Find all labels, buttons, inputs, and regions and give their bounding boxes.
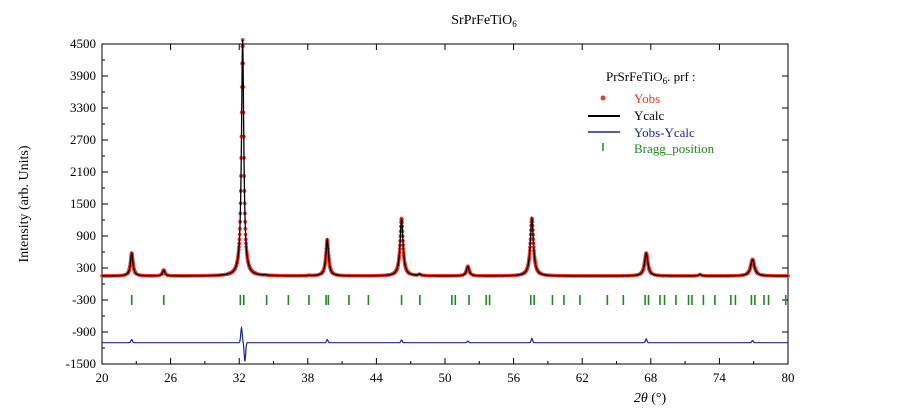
legend-title: PrSrFeTiO6. prf : bbox=[606, 69, 696, 86]
chart-title: SrPrFeTiO6 bbox=[451, 13, 517, 29]
y-tick-label: 2700 bbox=[70, 132, 96, 147]
y-tick-label: -300 bbox=[72, 292, 96, 307]
x-tick-label: 56 bbox=[507, 370, 521, 385]
y-tick-label: 300 bbox=[77, 260, 97, 275]
x-tick-label: 32 bbox=[233, 370, 246, 385]
y-tick-label: 2100 bbox=[70, 164, 96, 179]
x-tick-label: 38 bbox=[301, 370, 314, 385]
x-tick-label: 80 bbox=[782, 370, 795, 385]
ycalc-series bbox=[102, 39, 788, 277]
y-tick-labels: 4500 3900 3300 2700 2100 1500 900 300 -300 -900 -1… bbox=[66, 36, 96, 371]
y-tick-label: -900 bbox=[72, 324, 96, 339]
plot-frame bbox=[101, 43, 789, 365]
x-tick-label: 74 bbox=[713, 370, 727, 385]
x-tick-label: 44 bbox=[370, 370, 384, 385]
difference-line bbox=[102, 325, 788, 362]
y-axis-title: Intensity (arb. Units) bbox=[17, 145, 32, 262]
y-tick-label: 1500 bbox=[70, 196, 96, 211]
x-tick-label: 26 bbox=[164, 370, 178, 385]
x-axis-title: 2θ (°) bbox=[634, 391, 667, 406]
x-tick-label: 62 bbox=[576, 370, 589, 385]
legend-bragg-label: Bragg_position bbox=[634, 141, 715, 156]
legend-ycalc-label: Ycalc bbox=[634, 108, 665, 123]
y-tick-label: 3900 bbox=[70, 68, 96, 83]
difference-series bbox=[102, 325, 788, 362]
axis-ticks bbox=[101, 43, 789, 365]
x-tick-label: 68 bbox=[644, 370, 657, 385]
ycalc-line bbox=[102, 39, 788, 277]
legend-yobs-label: Yobs bbox=[634, 91, 660, 106]
bragg-position-series bbox=[130, 295, 787, 305]
y-tick-label: 4500 bbox=[70, 36, 96, 51]
legend-diff-label: Yobs-Ycalc bbox=[634, 125, 695, 140]
legend-yobs-marker bbox=[600, 95, 606, 101]
x-tick-label: 50 bbox=[439, 370, 452, 385]
y-tick-label: 900 bbox=[77, 228, 97, 243]
x-tick-label: 20 bbox=[96, 370, 109, 385]
y-tick-label: 3300 bbox=[70, 100, 96, 115]
legend: PrSrFeTiO6. prf : Yobs Ycalc Yobs-Ycalc … bbox=[588, 69, 715, 156]
x-tick-labels: 20 26 32 38 44 50 56 62 68 74 80 bbox=[96, 370, 795, 385]
y-tick-label: -1500 bbox=[66, 356, 96, 371]
